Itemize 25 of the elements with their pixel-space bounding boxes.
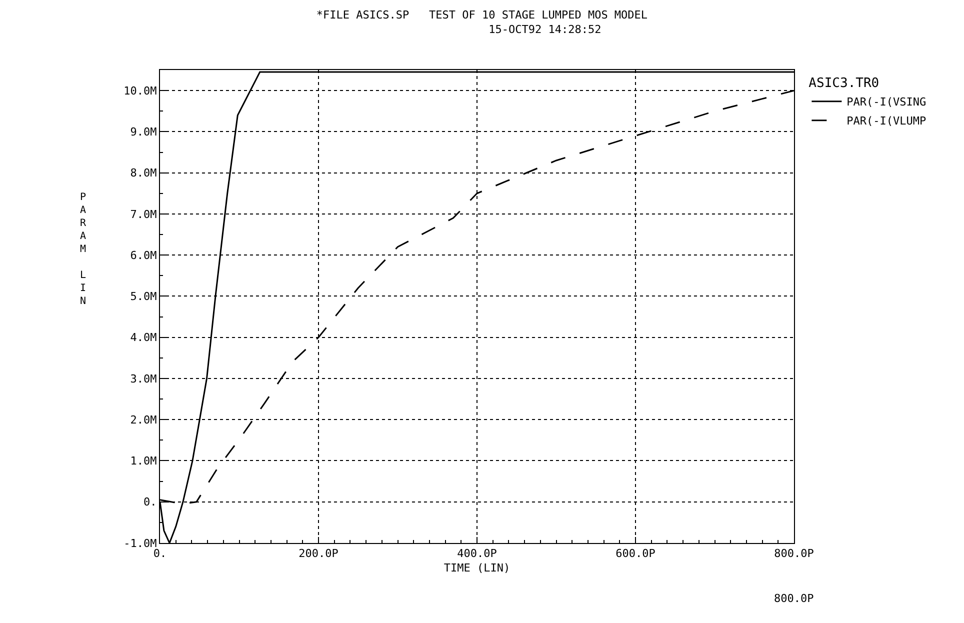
x-axis-title: TIME (LIN) xyxy=(444,561,510,574)
y-tick-label: 2.0M xyxy=(130,413,158,426)
y-tick-label: 6.0M xyxy=(130,248,158,262)
y-tick-label: 10.0M xyxy=(124,84,158,98)
y-tick-label: 7.0M xyxy=(130,208,158,221)
y-tick-label: 5.0M xyxy=(130,290,158,304)
legend-title: ASIC3.TR0 xyxy=(808,76,880,91)
x-tick-label: 0. xyxy=(153,547,167,560)
text: 800.0P xyxy=(774,592,814,605)
y-tick-label: -1.0M xyxy=(124,536,158,550)
x-tick-label: 200.0P xyxy=(298,547,339,560)
chart-subtitle: 15-OCT92 14:28:52 xyxy=(362,22,602,36)
y-tick-label: 3.0M xyxy=(130,372,158,386)
x-tick-label: 600.0P xyxy=(616,547,656,560)
y-tick-label: 4.0M xyxy=(130,331,158,344)
legend-label: PAR(-I(VLUMP xyxy=(846,114,927,128)
text: PARAM LIN xyxy=(80,192,86,307)
x-tick-label: 400.0P xyxy=(457,547,498,560)
x-tick-label: 800.0P xyxy=(774,547,814,560)
y-tick-label: 1.0M xyxy=(130,454,158,468)
y-tick-label: 0. xyxy=(144,496,157,509)
y-tick-label: 8.0M xyxy=(130,166,158,180)
legend-label: PAR(-I(VSING xyxy=(846,96,926,109)
chart-title: *FILE ASICS.SP TEST OF 10 STAGE LUMPED MOS MODEL xyxy=(316,8,648,22)
y-tick-label: 9.0M xyxy=(130,126,158,139)
